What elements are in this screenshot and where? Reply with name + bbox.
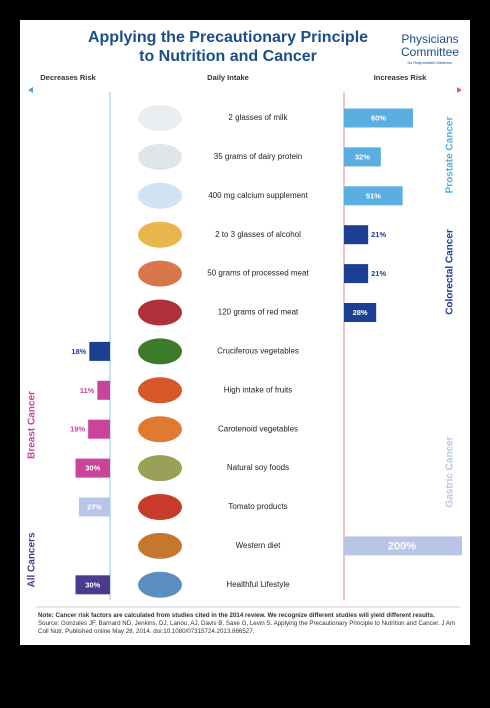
group-label: Breast Cancer [27, 391, 38, 459]
bar [344, 108, 413, 128]
food-icon [138, 299, 182, 326]
intake-label: Carotenoid vegetables [218, 424, 298, 433]
group-label: Gastric Cancer [445, 436, 456, 507]
intake-label: 120 grams of red meat [218, 308, 299, 317]
bar [88, 419, 110, 439]
value-label: 19% [70, 425, 85, 434]
note: Note: Cancer risk factors are calculated… [38, 612, 435, 619]
food-icon [138, 494, 182, 520]
source: Source: Gonzales JF, Barnard ND, Jenkins… [38, 620, 456, 635]
bars [75, 108, 462, 595]
value-label: 51% [366, 191, 381, 200]
bar [344, 303, 377, 322]
arrow-head [457, 87, 462, 93]
intake-label: 400 mg calcium supplement [208, 191, 308, 200]
food-icon [138, 143, 182, 170]
value-label: 21% [371, 269, 386, 278]
food-icon [138, 377, 182, 404]
bar [78, 497, 110, 517]
group-label: Colorectal Cancer [445, 229, 456, 315]
intake-label: Tomato products [228, 502, 287, 511]
bar [344, 186, 403, 206]
intake-label: 2 glasses of milk [228, 113, 288, 122]
intake-label: Healthful Lifestyle [226, 580, 290, 589]
bar [344, 264, 369, 284]
value-label: 200% [388, 540, 416, 552]
bar [75, 575, 110, 595]
food-icon [138, 105, 182, 131]
intake-label: Cruciferous vegetables [217, 347, 299, 356]
food-icon [138, 221, 182, 248]
header: Increases Risk [374, 73, 427, 82]
group-label: Prostate Cancer [445, 117, 456, 194]
header: Daily Intake [207, 73, 249, 82]
value-label: 27% [87, 502, 102, 511]
logo-text: Committee [401, 45, 459, 59]
bar [89, 341, 110, 361]
intake-label: 35 grams of dairy protein [214, 152, 303, 161]
food-icon [138, 260, 182, 287]
intake-label: 50 grams of processed meat [207, 269, 309, 278]
food-icon [138, 571, 182, 598]
bar [75, 458, 110, 478]
title-line: to Nutrition and Cancer [139, 48, 317, 65]
intake-label: Natural soy foods [227, 463, 289, 472]
bar [97, 380, 110, 400]
intake-label: High intake of fruits [224, 385, 292, 394]
intake-label: 2 to 3 glasses of alcohol [215, 230, 301, 239]
logo-text: for Responsible Medicine [408, 60, 454, 65]
footnote: Note: Cancer risk factors are calculated… [38, 612, 458, 636]
logo-text: Physicians [401, 32, 458, 46]
value-label: 18% [71, 347, 86, 356]
header: Decreases Risk [40, 73, 96, 82]
group-label: All Cancers [27, 532, 38, 587]
food-icon [138, 455, 182, 482]
value-label: 30% [85, 580, 100, 589]
bar [344, 536, 462, 556]
arrow-head [28, 87, 33, 93]
intake-label: Western diet [236, 541, 282, 550]
food-icon [138, 338, 182, 365]
value-label: 32% [355, 152, 370, 161]
value-label: 30% [85, 464, 100, 473]
title-line: Applying the Precautionary Principle [88, 29, 368, 46]
value-label: 11% [80, 386, 95, 395]
food-icon [138, 416, 182, 443]
value-label: 60% [371, 113, 386, 122]
bar [344, 225, 369, 245]
value-label: 28% [353, 308, 368, 317]
bar [344, 147, 381, 167]
food-icon [138, 532, 182, 559]
value-label: 21% [371, 230, 386, 239]
food-icon [138, 182, 182, 209]
